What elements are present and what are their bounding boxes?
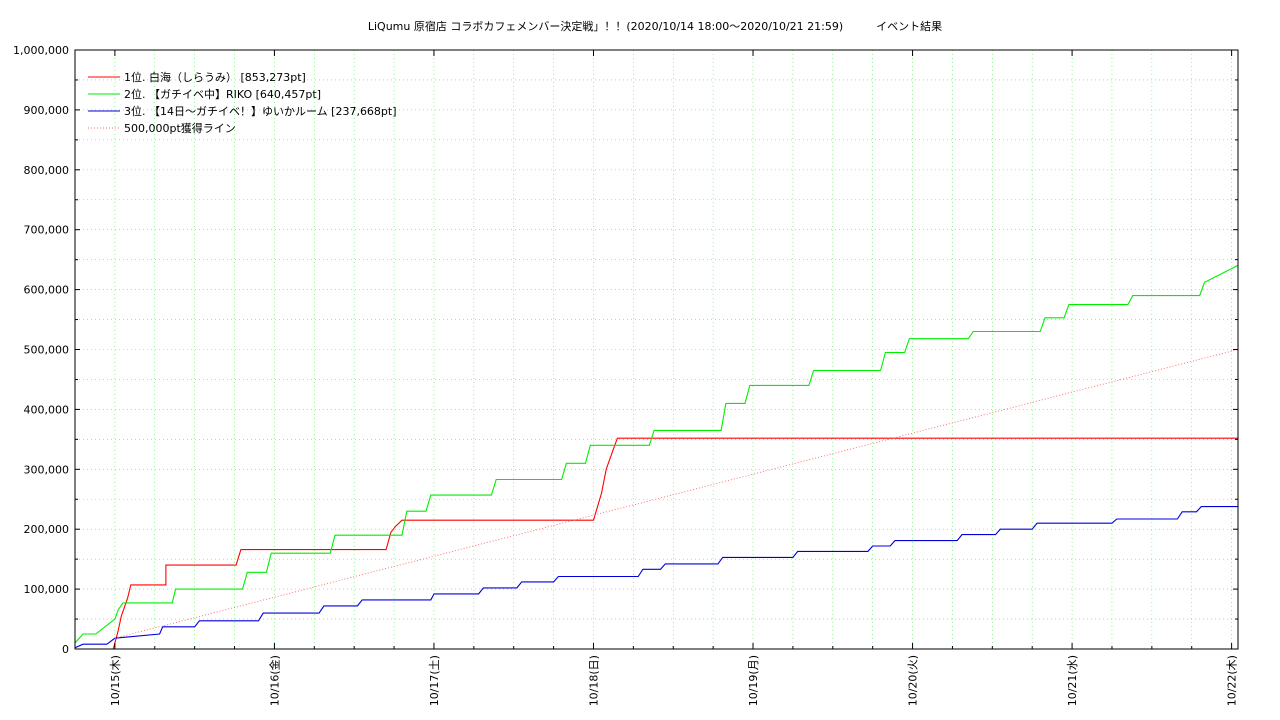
y-tick-label: 100,000 — [24, 583, 70, 596]
y-tick-label: 0 — [62, 643, 69, 656]
series-line-3 — [74, 506, 1238, 649]
series-line-2 — [74, 264, 1239, 644]
grid — [74, 49, 1238, 649]
y-tick-label: 1,000,000 — [13, 44, 69, 57]
x-tick-label: 10/22(木) — [1226, 655, 1239, 706]
x-tick-label: 10/21(水) — [1066, 655, 1079, 706]
legend-label-2: 2位. 【ガチイベ中】RIKO [640,457pt] — [124, 87, 321, 101]
x-tick-label: 10/19(月) — [747, 655, 760, 706]
x-tick-label: 10/16(金) — [267, 655, 281, 706]
legend-label-4: 500,000pt獲得ライン — [124, 122, 236, 135]
legend-label-3: 3位. 【14日〜ガチイベ！】ゆいかルーム [237,668pt] — [124, 104, 397, 118]
legend-label-1: 1位. 白海（しらうみ） [853,273pt] — [124, 70, 306, 84]
y-tick-label: 400,000 — [24, 403, 70, 416]
x-tick-label: 10/20(火) — [907, 655, 920, 706]
y-tick-label: 500,000 — [24, 344, 70, 357]
series-layer — [74, 264, 1239, 650]
y-tick-label: 600,000 — [24, 284, 70, 297]
y-tick-label: 700,000 — [24, 224, 70, 237]
x-tick-label: 10/15(木) — [109, 655, 122, 706]
series-line-1 — [75, 437, 1238, 650]
y-tick-label: 800,000 — [24, 164, 70, 177]
y-tick-label: 300,000 — [24, 463, 70, 476]
x-tick-label: 10/18(日) — [587, 655, 600, 706]
axes: 0 100,000 200,000 300,000 400,000 500,000 600,… — [13, 44, 1239, 706]
y-tick-label: 900,000 — [24, 104, 70, 117]
legend: 1位. 白海（しらうみ） [853,273pt] 2位. 【ガチイベ中】RIKO … — [88, 70, 397, 135]
x-tick-label: 10/17(土) — [428, 655, 441, 706]
y-tick-label: 200,000 — [24, 523, 70, 536]
series-line-4 — [114, 349, 1239, 639]
chart-title: LiQumu 原宿店 コラボカフェメンバー決定戦」！！(2020/10/14 1… — [368, 19, 942, 33]
